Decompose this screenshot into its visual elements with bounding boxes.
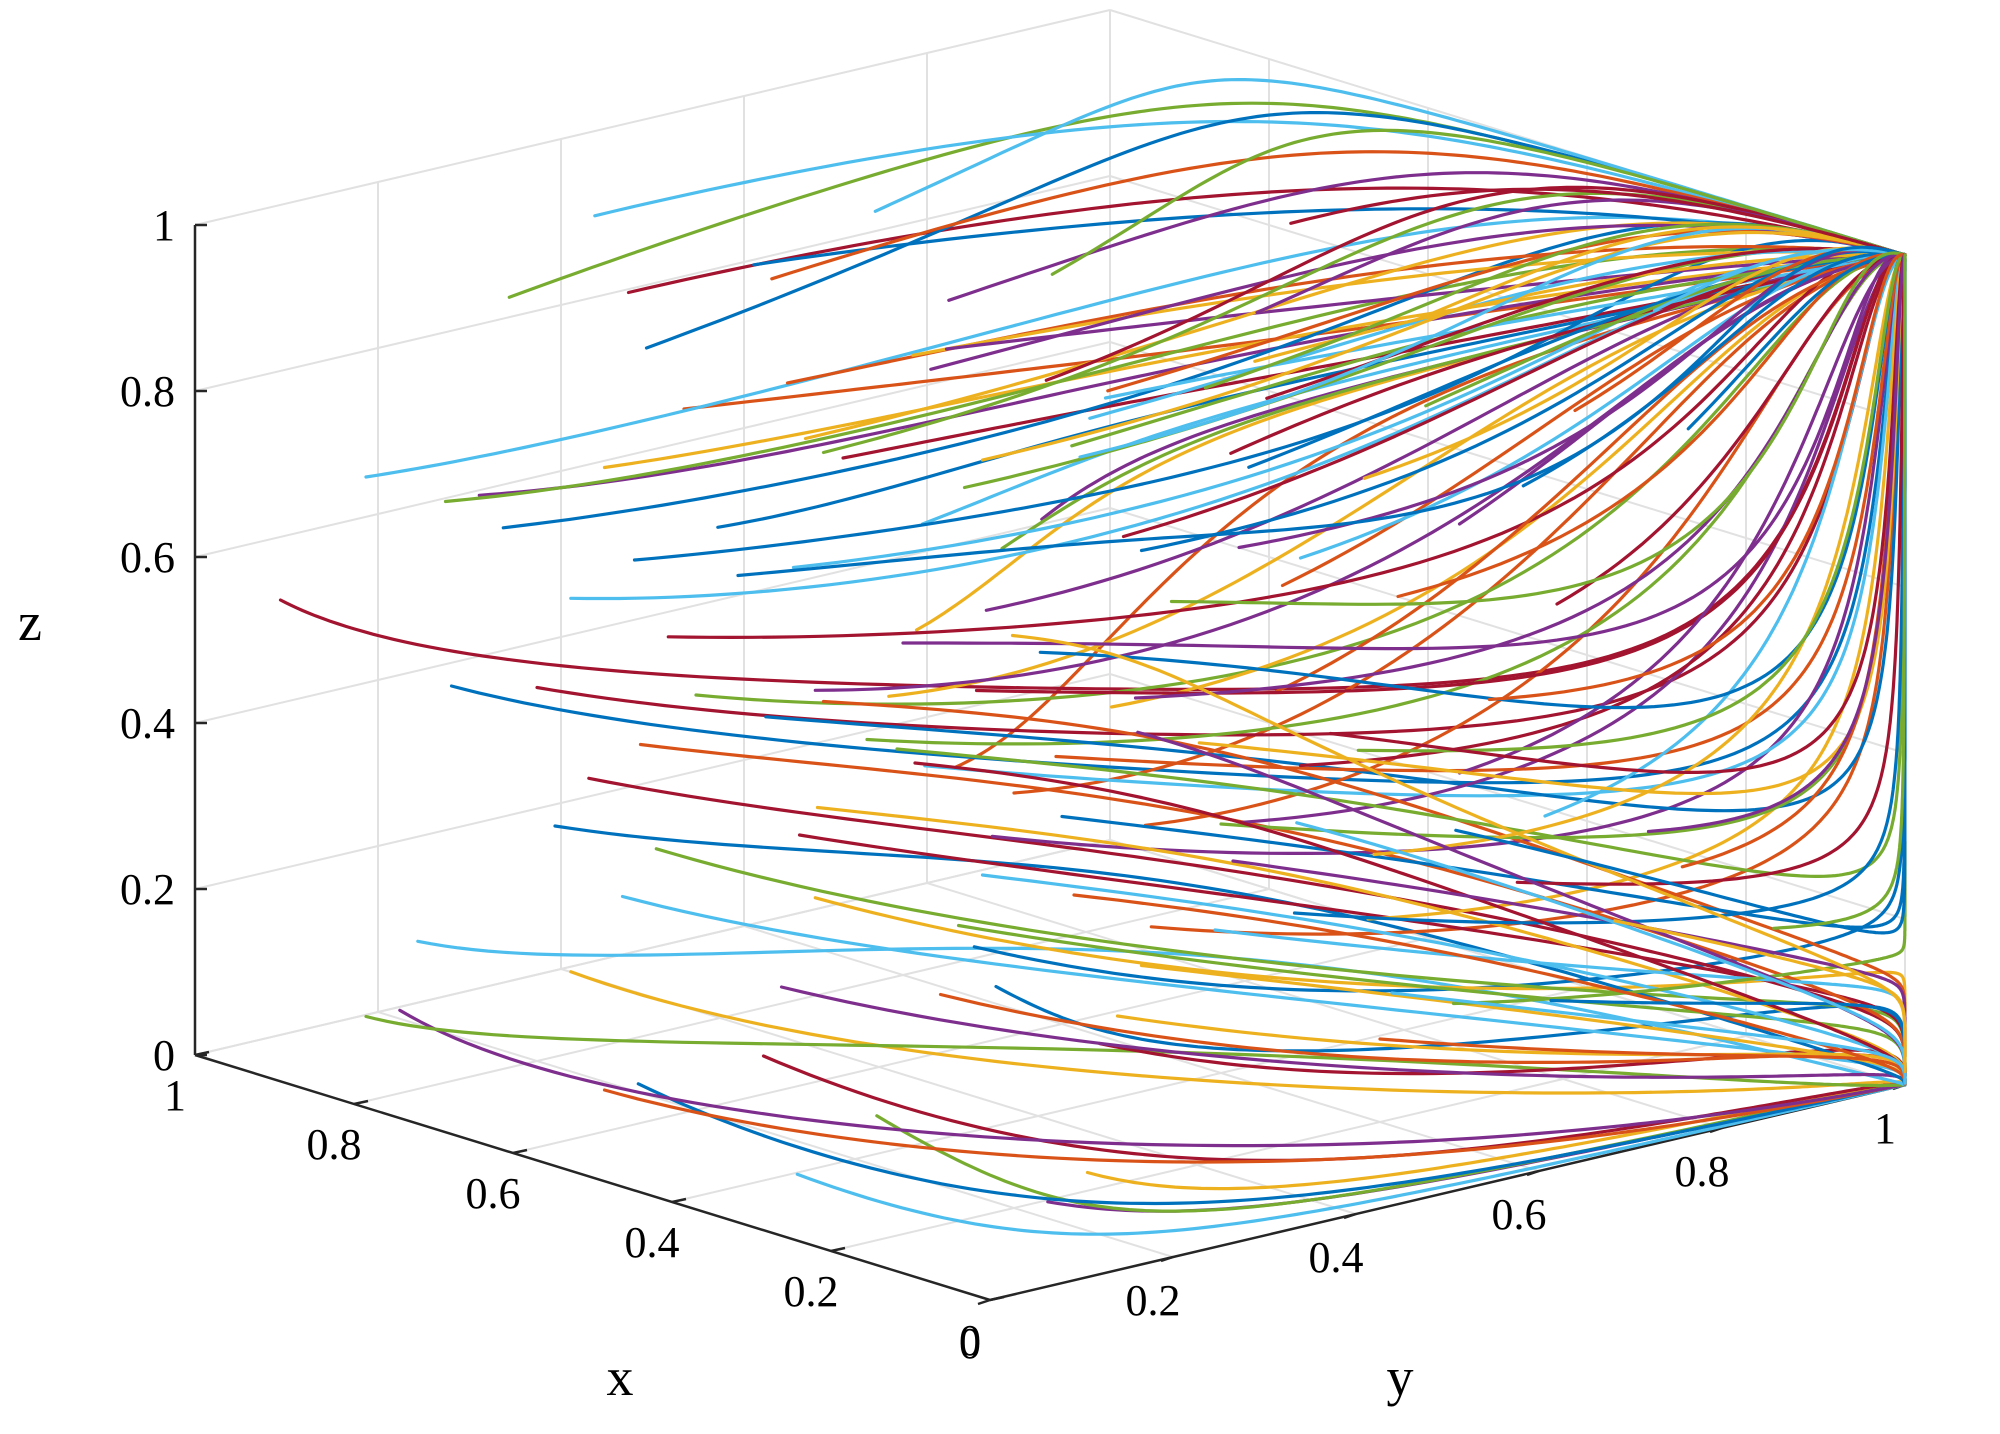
x-tick bbox=[830, 1246, 846, 1253]
x-tick bbox=[989, 1295, 1005, 1302]
x-tick bbox=[512, 1148, 528, 1155]
y-tick bbox=[1343, 1212, 1357, 1220]
z-tick-label: 0.6 bbox=[120, 533, 175, 582]
grid-line bbox=[194, 9, 1111, 226]
y-tick-label: 0 bbox=[959, 1319, 981, 1368]
trajectory-line bbox=[779, 985, 1907, 1086]
grid-line bbox=[194, 507, 1111, 724]
x-tick-label: 0.2 bbox=[784, 1267, 839, 1316]
grid-line bbox=[353, 888, 1270, 1105]
grid-line bbox=[194, 839, 1111, 1056]
z-tick-label: 0 bbox=[153, 1031, 175, 1080]
x-tick bbox=[671, 1197, 687, 1204]
y-tick bbox=[1709, 1126, 1723, 1134]
y-tick bbox=[1526, 1169, 1540, 1177]
trajectory-line bbox=[416, 939, 1907, 1087]
trajectory-line bbox=[1487, 253, 1907, 702]
trajectory-line bbox=[1772, 253, 1907, 930]
x-axis-label: x bbox=[607, 1347, 634, 1407]
grid-line bbox=[194, 175, 1111, 392]
x-tick-label: 0.8 bbox=[307, 1120, 362, 1169]
z-tick-label: 1 bbox=[153, 201, 175, 250]
grid-line bbox=[512, 937, 1429, 1154]
y-axis-label: y bbox=[1387, 1347, 1414, 1407]
grid-line bbox=[926, 882, 1723, 1129]
z-tick-label: 0.2 bbox=[120, 865, 175, 914]
x-tick-label: 0.4 bbox=[625, 1218, 680, 1267]
y-tick-label: 0.6 bbox=[1492, 1190, 1547, 1239]
y-tick bbox=[1160, 1255, 1174, 1263]
z-axis-label: z bbox=[18, 592, 42, 652]
x-tick bbox=[194, 1050, 210, 1057]
y-tick bbox=[977, 1298, 991, 1306]
z-tick-label: 0.8 bbox=[120, 367, 175, 416]
grid-line bbox=[377, 1011, 1174, 1258]
grid-line bbox=[671, 986, 1588, 1203]
trajectory-line bbox=[1613, 919, 1907, 1074]
x-tick-label: 0.6 bbox=[466, 1169, 521, 1218]
trajectories bbox=[278, 78, 1907, 1236]
x-tick-label: 0 bbox=[959, 1316, 981, 1365]
x-tick-label: 1 bbox=[164, 1071, 186, 1120]
y-tick-label: 0.8 bbox=[1675, 1147, 1730, 1196]
trajectory-line bbox=[875, 1082, 1907, 1213]
y-tick-label: 0.2 bbox=[1126, 1276, 1181, 1325]
y-tick-label: 1 bbox=[1874, 1104, 1896, 1153]
x-axis-line bbox=[194, 1053, 991, 1302]
x-tick bbox=[353, 1099, 369, 1106]
trajectory-line bbox=[938, 992, 1907, 1084]
grid-line bbox=[1109, 507, 1906, 754]
y-tick-label: 0.4 bbox=[1309, 1233, 1364, 1282]
z-tick-label: 0.4 bbox=[120, 699, 175, 748]
